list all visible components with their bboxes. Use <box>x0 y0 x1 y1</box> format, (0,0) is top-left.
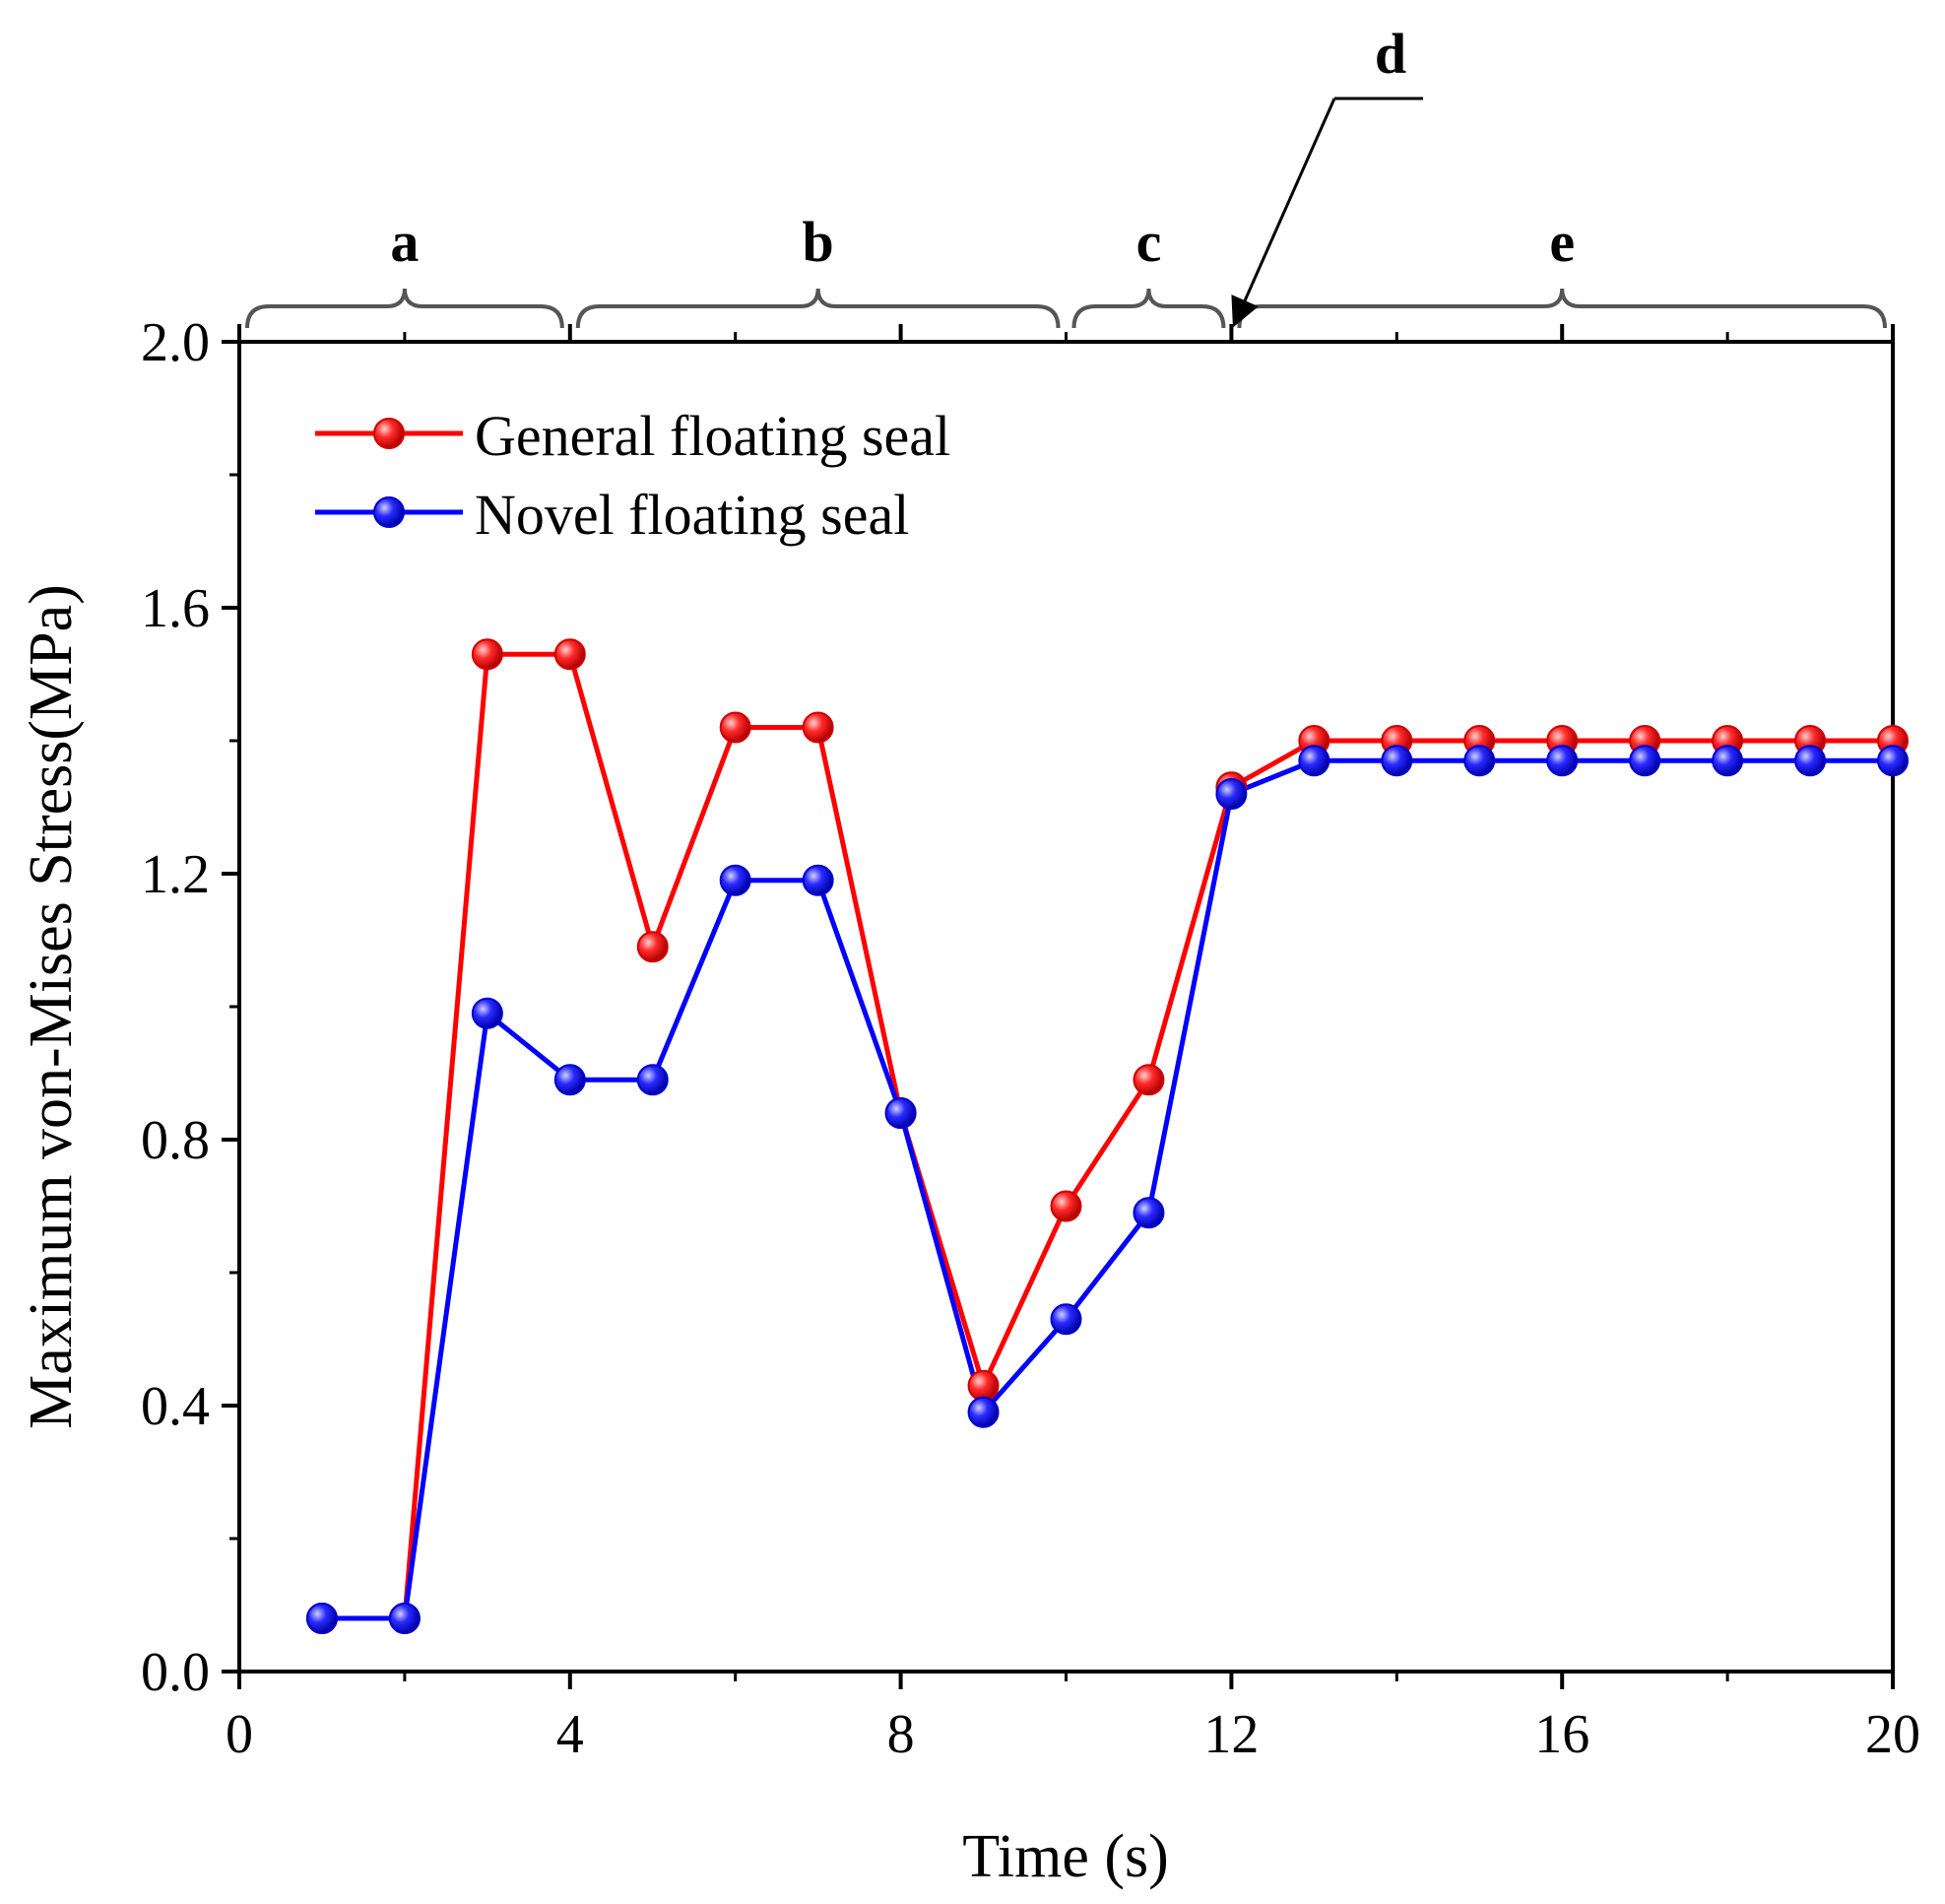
data-point-novel <box>884 1097 917 1129</box>
data-point-general <box>1133 1064 1165 1096</box>
legend: General floating seal Novel floating sea… <box>315 404 950 547</box>
series-line-novel <box>321 757 1893 1621</box>
data-point-novel <box>471 997 503 1029</box>
x-tick-label: 8 <box>887 1704 915 1765</box>
data-point-novel <box>388 1603 421 1634</box>
data-point-novel <box>1794 745 1827 777</box>
data-point-novel <box>1546 745 1579 777</box>
data-point-novel <box>1463 745 1496 777</box>
data-point-novel <box>1877 745 1909 777</box>
data-point-novel <box>1629 745 1661 777</box>
data-point-novel <box>553 1064 586 1096</box>
annotation-d: d <box>1231 22 1423 328</box>
x-tick-label: 0 <box>226 1704 253 1765</box>
x-tick-label: 4 <box>556 1704 584 1765</box>
data-point-general <box>967 1369 1000 1402</box>
legend-marker-general <box>373 418 405 449</box>
annotation-label: d <box>1375 22 1406 86</box>
data-point-novel <box>1298 745 1330 777</box>
data-point-general <box>802 711 834 744</box>
data-point-novel <box>1050 1303 1082 1336</box>
y-tick-label: 1.6 <box>141 578 210 639</box>
phase-bracket <box>1071 288 1226 329</box>
x-tick-label: 16 <box>1534 1704 1589 1765</box>
phase-label: e <box>1549 210 1575 274</box>
data-point-novel <box>305 1603 338 1634</box>
phase-label: b <box>803 210 834 274</box>
y-tick-label: 0.4 <box>141 1376 210 1437</box>
phase-bracket <box>575 288 1061 329</box>
phase-label: a <box>390 210 419 274</box>
x-tick-label: 20 <box>1865 1704 1920 1765</box>
phase-label: c <box>1136 210 1162 274</box>
x-tick-label: 12 <box>1203 1704 1259 1765</box>
data-point-general <box>553 638 586 671</box>
data-point-novel <box>719 864 751 896</box>
axes: 0 4 8 12 16 20 0.0 0.4 0.8 1.2 1.6 2.0 <box>141 312 1920 1765</box>
data-point-general <box>1050 1190 1082 1222</box>
data-point-novel <box>1381 745 1413 777</box>
y-tick-label: 1.2 <box>141 844 210 905</box>
y-tick-label: 2.0 <box>141 312 210 373</box>
data-point-novel <box>967 1396 1000 1428</box>
x-axis-title: Time (s) <box>962 1823 1169 1890</box>
phase-bracket <box>245 288 564 329</box>
data-point-novel <box>802 864 834 896</box>
y-tick-label: 0.8 <box>141 1110 210 1171</box>
legend-label-general: General floating seal <box>475 404 950 468</box>
data-point-general <box>471 638 503 671</box>
legend-marker-novel <box>373 496 405 528</box>
data-point-novel <box>1712 745 1744 777</box>
series-line-general <box>321 651 1893 1621</box>
data-point-novel <box>1133 1197 1165 1229</box>
data-point-general <box>636 931 669 963</box>
data-point-novel <box>1215 778 1248 810</box>
series-lines <box>305 638 1909 1634</box>
phase-bracket <box>1237 288 1887 329</box>
y-axis-title: Maximum von-Mises Stress(MPa) <box>18 584 85 1429</box>
data-point-general <box>719 711 751 744</box>
annotation-arrow <box>1231 98 1336 328</box>
legend-label-novel: Novel floating seal <box>475 483 909 547</box>
y-tick-label: 0.0 <box>141 1642 210 1703</box>
data-point-novel <box>636 1064 669 1096</box>
